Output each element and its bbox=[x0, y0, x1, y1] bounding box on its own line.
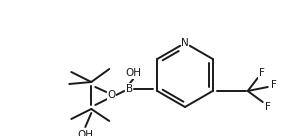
Text: F: F bbox=[265, 102, 271, 112]
Text: F: F bbox=[271, 80, 277, 90]
Text: F: F bbox=[259, 68, 265, 78]
Text: O: O bbox=[107, 90, 115, 100]
Text: B: B bbox=[126, 84, 133, 94]
Text: OH: OH bbox=[125, 68, 141, 78]
Text: N: N bbox=[181, 38, 189, 48]
Text: OH: OH bbox=[77, 130, 93, 136]
